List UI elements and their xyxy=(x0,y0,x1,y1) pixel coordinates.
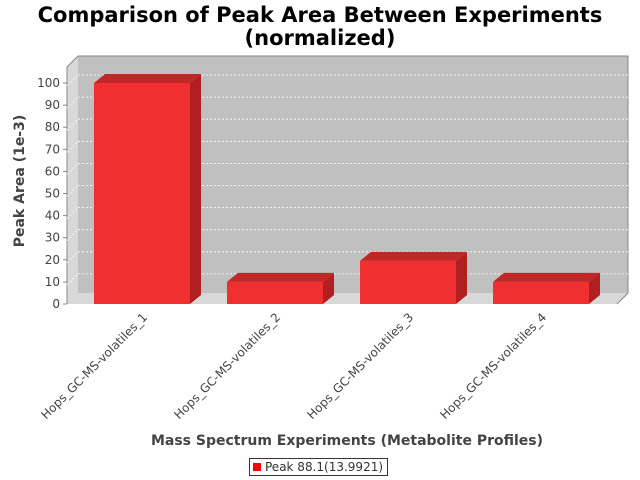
gridline-side xyxy=(66,74,79,87)
x-category-label: Hops_GC-MS-volatiles_1 xyxy=(38,310,150,422)
y-tick-label: 50 xyxy=(45,187,60,201)
bars xyxy=(94,74,600,304)
bar-top xyxy=(94,74,201,83)
bar-side xyxy=(190,74,201,304)
x-category-label: Hops_GC-MS-volatiles_2 xyxy=(171,310,283,422)
x-category-label: Hops_GC-MS-volatiles_4 xyxy=(437,310,549,422)
y-tick-label: 90 xyxy=(45,98,60,112)
gridline-side xyxy=(66,251,79,264)
plot-background xyxy=(66,55,629,305)
gridlines xyxy=(66,74,628,286)
bar-front xyxy=(227,281,323,304)
y-tick-label: 40 xyxy=(45,209,60,223)
bar xyxy=(227,272,334,304)
gridline-side xyxy=(66,185,79,197)
bar xyxy=(94,74,201,304)
x-axis-categories: Hops_GC-MS-volatiles_1 Hops_GC-MS-volatil… xyxy=(38,310,549,422)
y-tick-label: 60 xyxy=(45,164,60,178)
x-category-label: Hops_GC-MS-volatiles_3 xyxy=(304,310,416,422)
plot-back-wall xyxy=(78,56,628,293)
y-tick-label: 70 xyxy=(45,142,60,156)
bar-top xyxy=(227,272,334,282)
legend-swatch xyxy=(253,463,261,471)
legend: Peak 88.1(13.9921) xyxy=(249,458,389,476)
y-axis-ticks: 0 10 20 30 40 50 60 70 80 90 100 xyxy=(37,76,67,311)
gridline-side xyxy=(66,96,79,109)
y-tick-label: 30 xyxy=(45,231,60,245)
y-tick-label: 100 xyxy=(37,76,60,90)
bar xyxy=(493,272,600,304)
gridline-side xyxy=(66,163,79,175)
gridline-side xyxy=(66,229,79,241)
bar-front xyxy=(360,260,456,304)
y-tick-label: 0 xyxy=(52,297,60,311)
bar-top xyxy=(493,272,600,282)
gridline-side xyxy=(66,273,79,286)
bar-front xyxy=(94,83,190,304)
y-tick-label: 80 xyxy=(45,120,60,134)
gridline-side xyxy=(66,207,79,219)
chart-title-line-2: (normalized) xyxy=(244,26,396,50)
y-tick-label: 20 xyxy=(45,253,60,267)
bar-side xyxy=(456,251,467,304)
bar xyxy=(360,251,467,304)
gridline-side xyxy=(66,118,79,131)
plot-floor xyxy=(67,293,628,304)
plot-left-wall xyxy=(67,56,78,304)
y-axis-title: Peak Area (1e-3) xyxy=(12,115,28,248)
legend-label: Peak 88.1(13.9921) xyxy=(265,460,384,474)
bar-side xyxy=(323,272,334,304)
chart-title-line-1: Comparison of Peak Area Between Experime… xyxy=(37,3,603,27)
plot-outline xyxy=(66,55,629,305)
y-tick-label: 10 xyxy=(45,275,60,289)
bar-front xyxy=(493,281,589,304)
gridline-side xyxy=(66,141,79,153)
bar-top xyxy=(360,251,467,261)
x-axis-title: Mass Spectrum Experiments (Metabolite Pr… xyxy=(151,433,543,449)
bar-side xyxy=(589,272,600,304)
